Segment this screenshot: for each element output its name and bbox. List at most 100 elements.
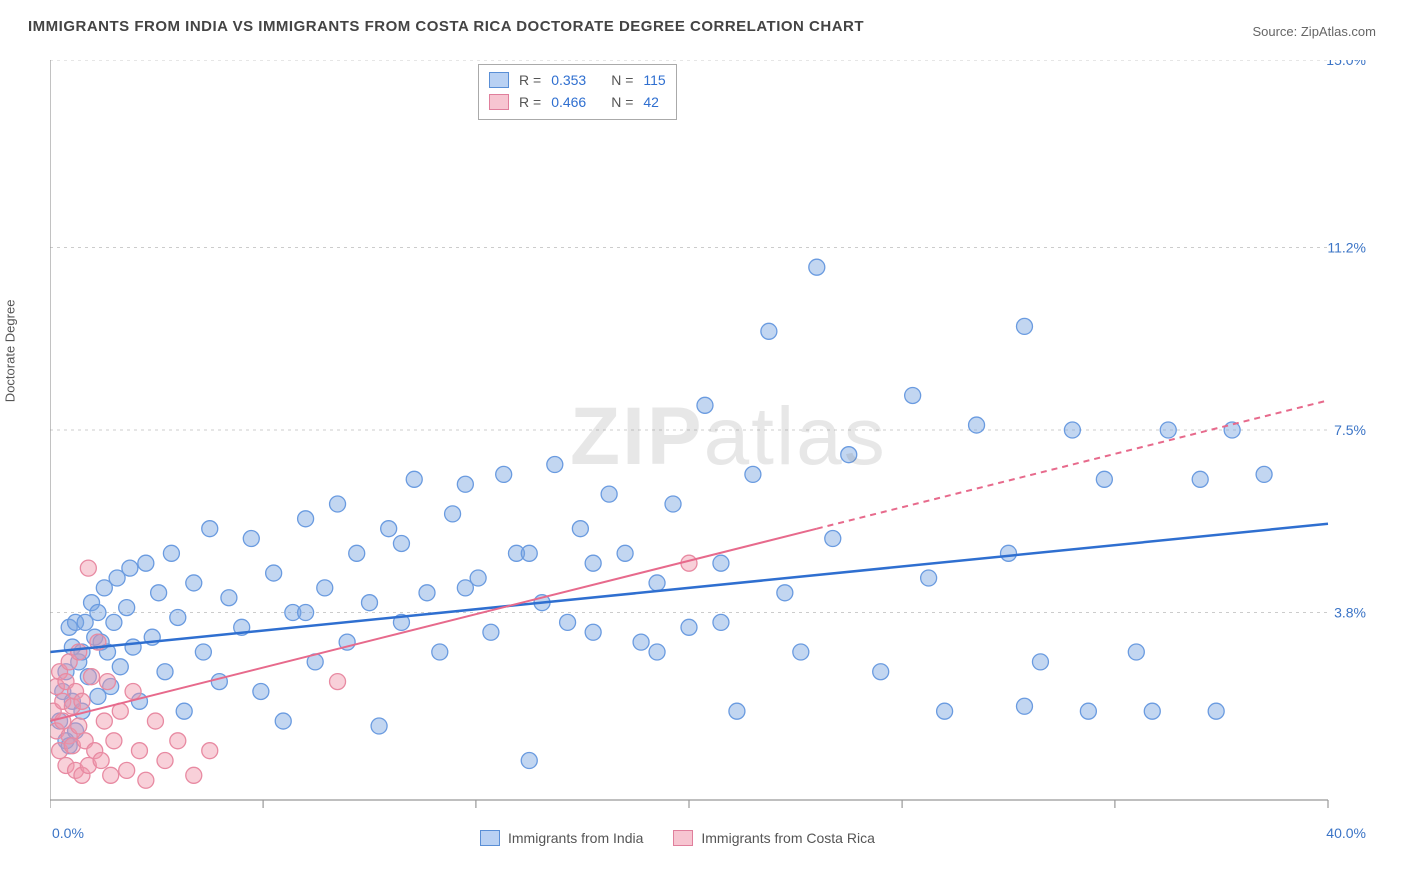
legend-r-value: 0.353 [551,72,601,88]
data-point [809,259,825,275]
data-point [119,762,135,778]
legend-stat-row: R = 0.353 N = 115 [489,69,666,91]
data-point [521,753,537,769]
legend-swatch [480,830,500,846]
data-point [84,669,100,685]
data-point [93,753,109,769]
data-point [1016,698,1032,714]
data-point [298,511,314,527]
data-point [253,683,269,699]
data-point [937,703,953,719]
data-point [122,560,138,576]
data-point [585,624,601,640]
series-legend-item: Immigrants from India [480,830,643,846]
data-point [202,743,218,759]
legend-n-label: N = [611,94,633,110]
data-point [496,466,512,482]
data-point [157,664,173,680]
data-point [697,397,713,413]
data-point [381,521,397,537]
y-axis-label: Doctorate Degree [3,300,18,403]
data-point [186,575,202,591]
data-point [125,683,141,699]
legend-r-value: 0.466 [551,94,601,110]
legend-n-value: 42 [643,94,659,110]
legend-r-label: R = [519,72,541,88]
data-point [100,674,116,690]
data-point [1016,318,1032,334]
x-max-label: 40.0% [1326,825,1366,841]
series-legend-item: Immigrants from Costa Rica [673,830,874,846]
data-point [777,585,793,601]
data-point [71,718,87,734]
data-point [275,713,291,729]
data-point [1064,422,1080,438]
data-point [406,471,422,487]
data-point [157,753,173,769]
legend-swatch [489,72,509,88]
data-point [1144,703,1160,719]
source-link[interactable]: ZipAtlas.com [1301,24,1376,39]
data-point [138,555,154,571]
data-point [106,614,122,630]
legend-r-label: R = [519,94,541,110]
y-tick-label: 3.8% [1334,605,1366,621]
correlation-legend: R = 0.353 N = 115 R = 0.466 N = 42 [478,64,677,120]
data-point [432,644,448,660]
data-point [547,457,563,473]
data-point [1001,545,1017,561]
data-point [266,565,282,581]
data-point [445,506,461,522]
trend-line-dashed [817,400,1328,528]
y-tick-label: 7.5% [1334,422,1366,438]
data-point [483,624,499,640]
data-point [170,733,186,749]
data-point [298,605,314,621]
x-min-label: 0.0% [52,825,84,841]
data-point [371,718,387,734]
data-point [112,659,128,675]
legend-n-label: N = [611,72,633,88]
source-prefix: Source: [1252,24,1300,39]
data-point [317,580,333,596]
data-point [649,575,665,591]
data-point [1080,703,1096,719]
y-tick-label: 11.2% [1327,239,1366,255]
data-point [681,555,697,571]
data-point [457,476,473,492]
data-point [761,323,777,339]
legend-swatch [673,830,693,846]
data-point [1128,644,1144,660]
data-point [1256,466,1272,482]
data-point [921,570,937,586]
series-legend: Immigrants from India Immigrants from Cos… [480,830,875,846]
data-point [151,585,167,601]
data-point [125,639,141,655]
scatter-plot-svg: 3.8% 7.5% 11.2% 15.0% 0.0% 40.0% [50,60,1370,860]
data-point [1192,471,1208,487]
data-point [106,733,122,749]
data-point [362,595,378,611]
chart-area: ZIPatlas 3.8%7.5%11.2%15.0%0.0%40.0% R =… [50,60,1370,850]
data-point [202,521,218,537]
data-point [470,570,486,586]
data-point [147,713,163,729]
data-point [633,634,649,650]
data-point [681,619,697,635]
data-point [195,644,211,660]
data-point [713,614,729,630]
data-point [211,674,227,690]
data-point [393,535,409,551]
data-point [729,703,745,719]
data-point [649,644,665,660]
data-point [119,600,135,616]
data-point [1160,422,1176,438]
legend-n-value: 115 [643,72,665,88]
legend-stat-row: R = 0.466 N = 42 [489,91,666,113]
data-point [969,417,985,433]
data-point [221,590,237,606]
data-point [419,585,435,601]
data-point [617,545,633,561]
y-tick-label: 15.0% [1326,60,1366,68]
data-point [572,521,588,537]
